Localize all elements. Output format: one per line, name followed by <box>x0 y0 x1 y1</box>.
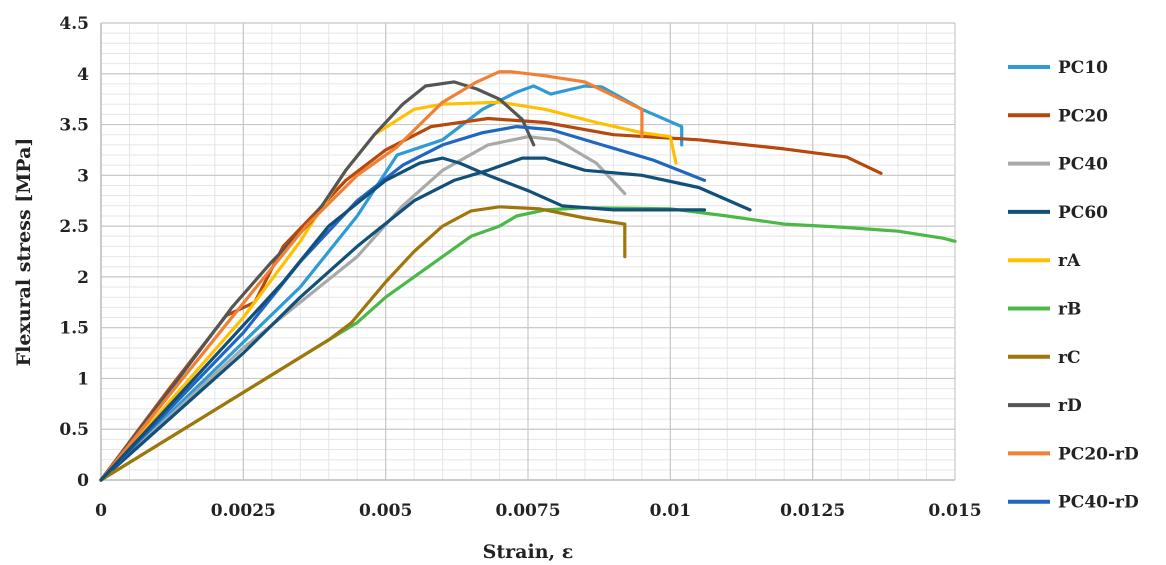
x-tick-label: 0.0075 <box>495 501 560 521</box>
major-grid <box>100 22 956 481</box>
series-lines <box>99 70 957 482</box>
y-tick-label: 4 <box>77 65 89 85</box>
y-axis-title: Flexural stress [MPa] <box>13 138 35 367</box>
y-tick-label: 3.5 <box>59 116 89 136</box>
y-tick-label: 1 <box>77 369 89 389</box>
y-tick-label: 1.5 <box>59 319 89 339</box>
x-tick-label: 0.01 <box>650 501 691 521</box>
series-line-pc60 <box>99 156 752 482</box>
x-tick-label: 0.005 <box>359 501 412 521</box>
legend-label: rD <box>1058 396 1082 416</box>
series-line-rc <box>99 205 627 482</box>
y-tick-label: 0.5 <box>59 420 89 440</box>
legend-label: rB <box>1058 300 1081 320</box>
x-tick-label: 0.015 <box>928 501 981 521</box>
legend-label: rA <box>1058 251 1081 271</box>
series-line-rd <box>99 80 536 482</box>
legend-label: PC20 <box>1058 106 1108 126</box>
y-tick-label: 3 <box>77 166 89 186</box>
x-axis-title: Strain, ε <box>483 541 574 563</box>
x-tick-label: 0 <box>95 501 107 521</box>
y-tick-label: 2 <box>77 268 89 288</box>
y-tick-label: 0 <box>77 471 89 491</box>
y-tick-label: 4.5 <box>59 14 89 34</box>
series-line-pc20 <box>99 116 883 482</box>
legend-label: rC <box>1058 348 1081 368</box>
legend-label: PC40-rD <box>1058 493 1139 513</box>
series-line-pc40-rd <box>99 125 707 482</box>
legend: PC10 PC20 PC40 PC60 rA rB rC rD PC20-rD PC40-rD <box>1008 58 1139 513</box>
y-tick-label: 2.5 <box>59 217 89 237</box>
legend-label: PC20-rD <box>1058 444 1139 464</box>
x-tick-label: 0.0025 <box>211 501 276 521</box>
x-tick-label: 0.0125 <box>780 501 845 521</box>
series-line-rb <box>99 206 957 482</box>
legend-label: PC60 <box>1058 203 1108 223</box>
legend-label: PC40 <box>1058 155 1108 175</box>
legend-label: PC10 <box>1058 58 1108 78</box>
series-line-unlabeled <box>99 156 707 482</box>
x-tick-labels: 0 0.0025 0.005 0.0075 0.01 0.0125 0.015 <box>95 501 982 521</box>
series-line-pc20-rd <box>99 70 644 482</box>
axes <box>100 23 955 481</box>
y-tick-labels: 0 0.5 1 1.5 2 2.5 3 3.5 4 4.5 <box>59 14 89 491</box>
